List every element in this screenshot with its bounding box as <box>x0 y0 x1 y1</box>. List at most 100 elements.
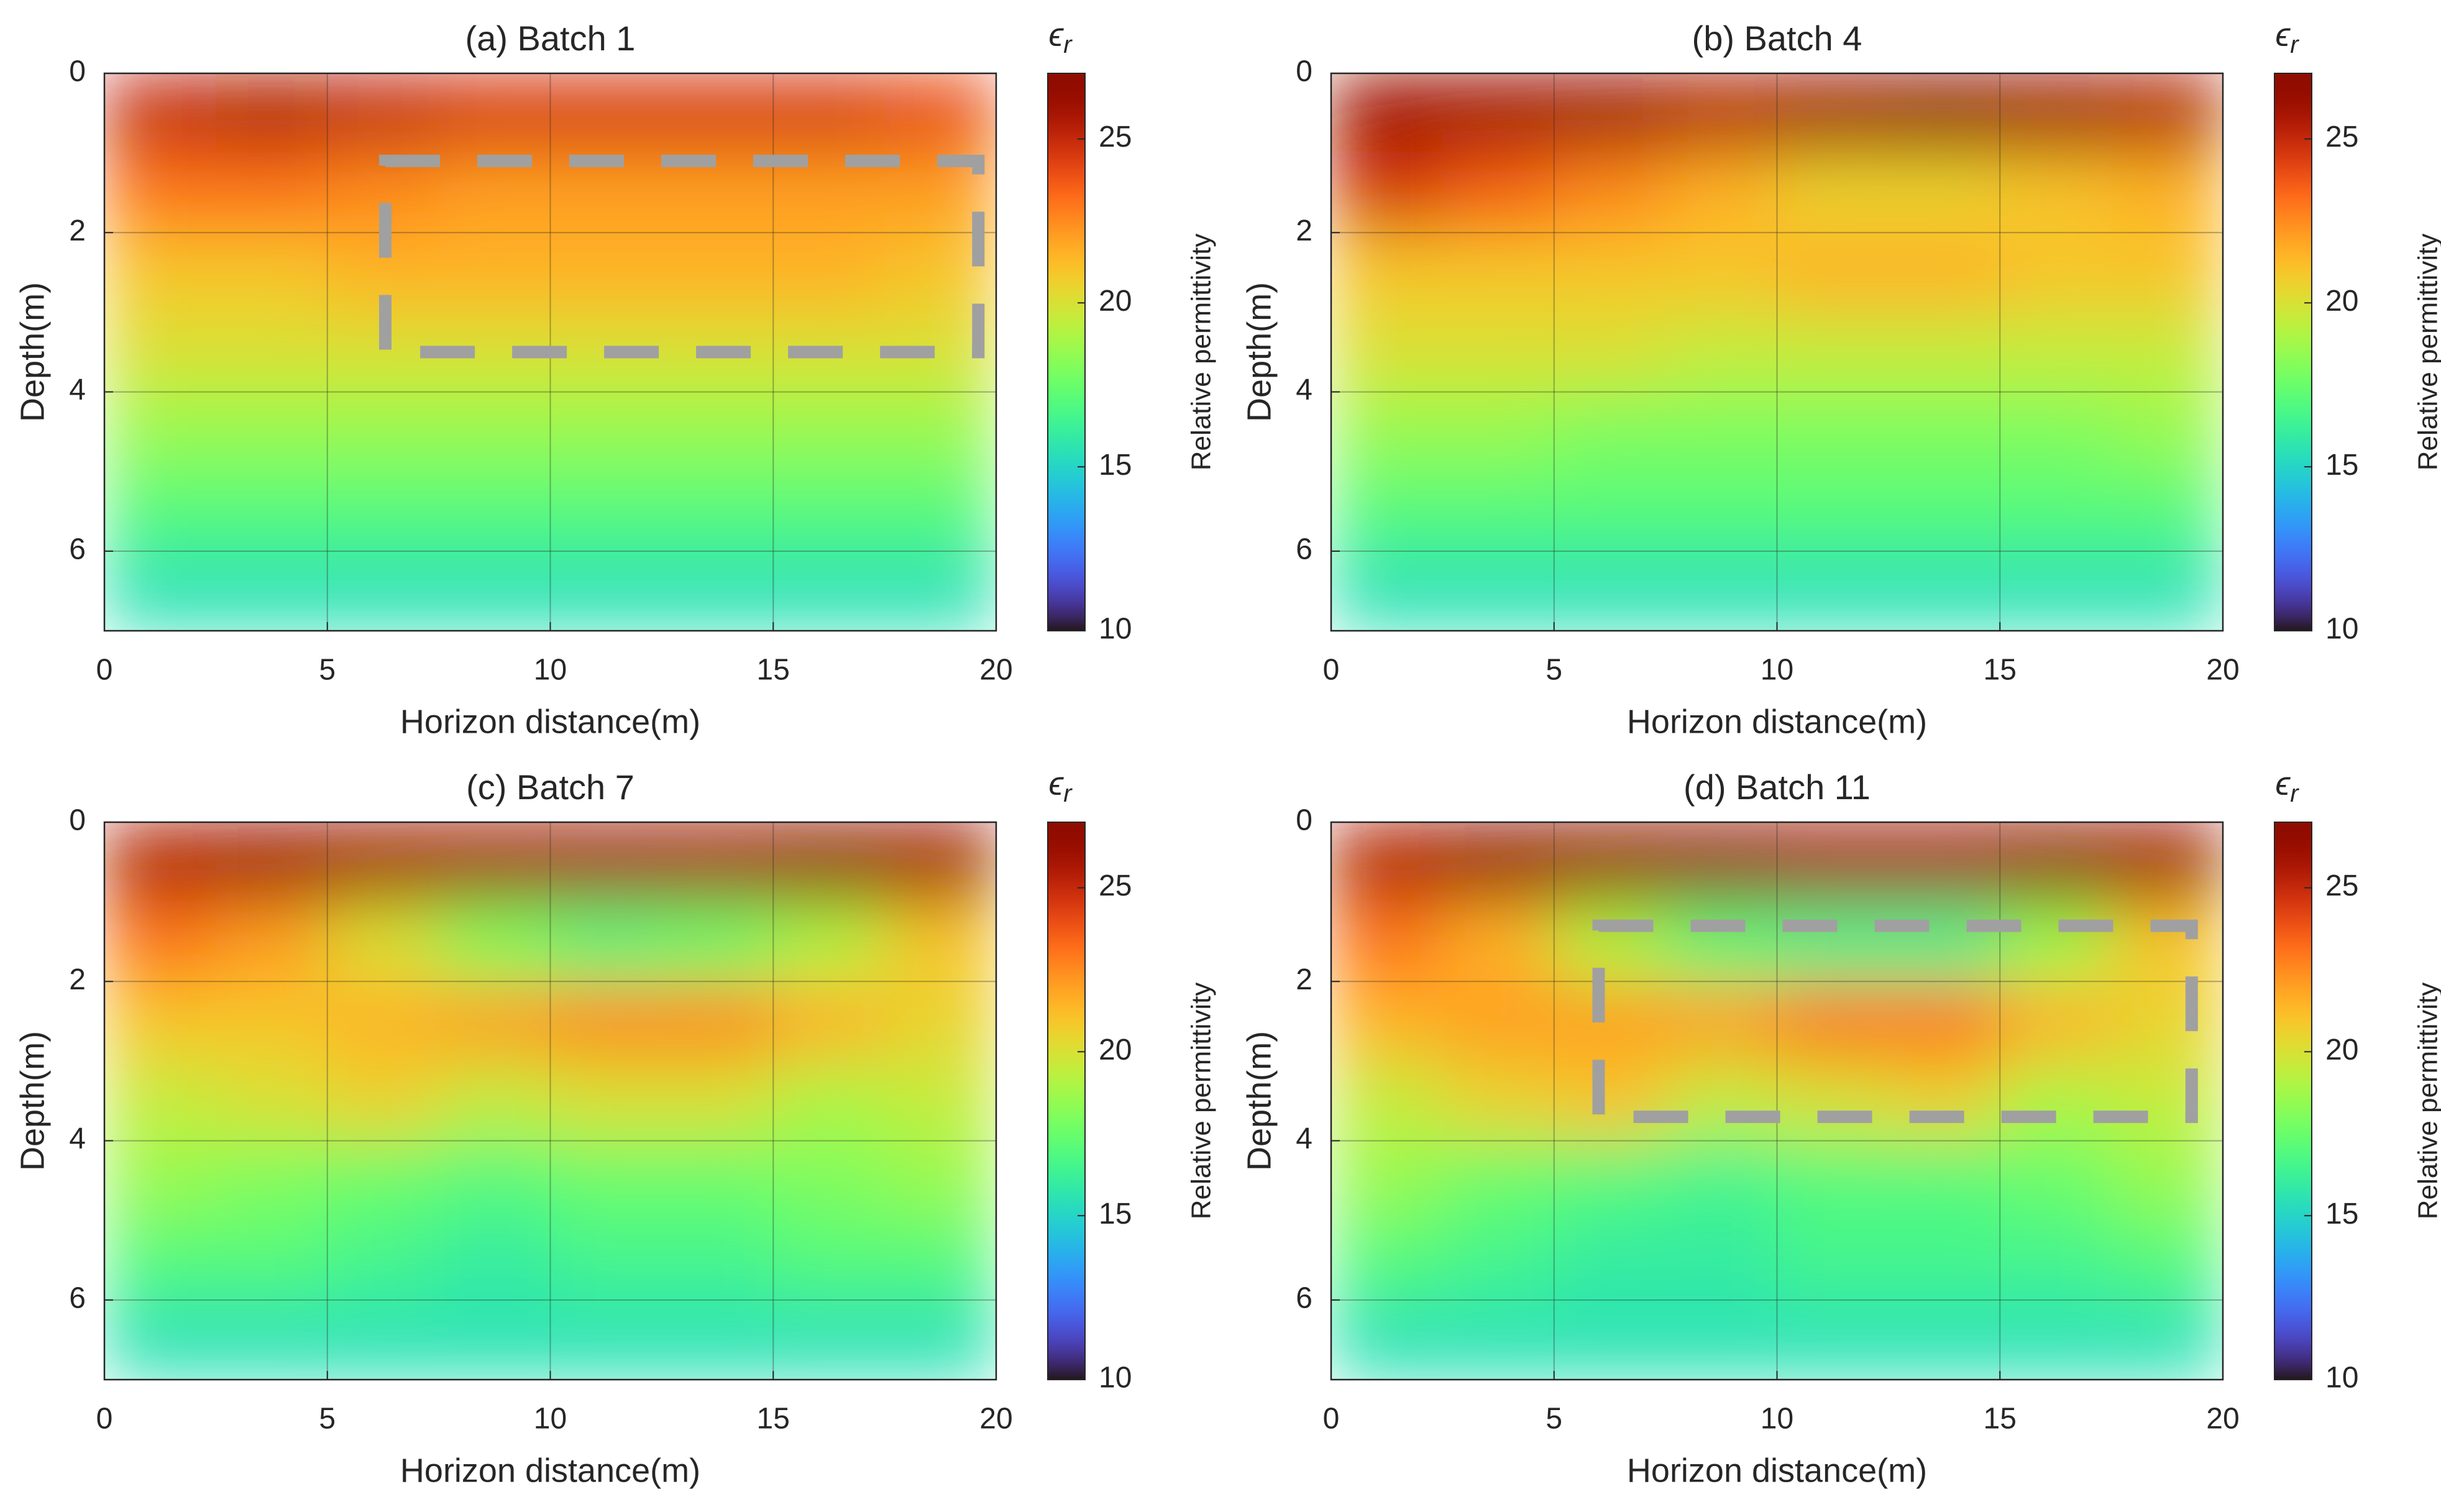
cell <box>1665 152 1777 233</box>
cell <box>1331 232 1443 313</box>
cell <box>104 232 216 313</box>
cell <box>104 981 216 1061</box>
cell <box>1331 1060 1443 1142</box>
cell <box>1331 981 1443 1061</box>
colorbar-tick-label: 20 <box>1099 1033 1132 1066</box>
cell <box>438 471 551 552</box>
symbol-sub: r <box>1063 31 1073 58</box>
x-tick-label: 10 <box>1761 1403 1793 1436</box>
cell <box>1999 73 2112 153</box>
cell <box>327 981 439 1061</box>
cell <box>2111 822 2223 902</box>
panel: 0 5 10 15 20 0 2 4 6 (b) Batch 4 Horizon distance(… <box>1240 16 2441 740</box>
cell <box>1999 471 2112 552</box>
title: (c) Batch 7 <box>466 767 634 807</box>
cell <box>215 1060 328 1142</box>
colorbar <box>2274 73 2312 631</box>
cell <box>1999 392 2112 472</box>
colorbar-tick-label: 25 <box>1099 121 1132 153</box>
cell <box>1999 311 2112 393</box>
y-tick-label: 4 <box>69 1122 86 1155</box>
cell <box>1442 1140 1555 1221</box>
y-axis-label: Depth(m) <box>1240 282 1278 422</box>
colorbar-label: Relative permittivity <box>1186 234 1217 470</box>
cell <box>1665 1140 1777 1221</box>
cell <box>550 822 662 902</box>
cell <box>104 901 216 982</box>
highlight-box <box>379 154 985 359</box>
cell <box>2111 551 2223 631</box>
cell <box>884 1060 996 1142</box>
cell <box>1554 73 1666 153</box>
cell <box>1331 551 1443 631</box>
cell <box>1999 1060 2112 1142</box>
x-tick-label: 15 <box>1984 1403 2017 1436</box>
cell <box>1999 152 2112 233</box>
cell <box>1554 981 1666 1061</box>
cell <box>1331 152 1443 233</box>
cell <box>884 1299 996 1380</box>
cell <box>1442 311 1555 393</box>
cell <box>438 1299 551 1380</box>
cell <box>1888 1220 2000 1301</box>
cell <box>104 73 216 153</box>
colorbar-tick-label: 20 <box>2325 285 2358 318</box>
cell <box>550 232 662 313</box>
cell <box>1554 551 1666 631</box>
cell <box>772 822 886 902</box>
cell <box>1331 1299 1443 1380</box>
cell <box>1665 981 1777 1061</box>
x-tick-label: 10 <box>534 1403 567 1436</box>
cell <box>104 1220 216 1301</box>
y-tick-label: 0 <box>69 55 86 88</box>
cell <box>1554 1060 1666 1142</box>
cell <box>438 1060 551 1142</box>
x-tick-label: 5 <box>319 1403 336 1436</box>
cell <box>1442 981 1555 1061</box>
cell <box>550 471 662 552</box>
symbol: ϵ <box>2275 765 2291 802</box>
x-tick-label: 0 <box>1323 654 1340 687</box>
cell <box>1888 152 2000 233</box>
y-tick-label: 0 <box>1296 55 1312 88</box>
cell <box>1665 822 1777 902</box>
cell <box>104 1140 216 1221</box>
x-axis-label: Horizon distance(m) <box>400 703 700 740</box>
x-axis-label: Horizon distance(m) <box>400 1452 700 1489</box>
cell <box>1554 152 1666 233</box>
cell <box>1331 901 1443 982</box>
cell <box>104 1299 216 1380</box>
cell <box>1888 1140 2000 1221</box>
x-axis-label: Horizon distance(m) <box>1627 1452 1927 1489</box>
cell <box>2111 981 2223 1061</box>
cell <box>215 551 328 631</box>
cell <box>1442 822 1555 902</box>
cell <box>1442 1060 1555 1142</box>
cell <box>1554 1220 1666 1301</box>
cell <box>1999 981 2112 1061</box>
colorbar-tick-label: 10 <box>2325 1362 2358 1395</box>
cell <box>661 1299 774 1380</box>
cell <box>884 471 996 552</box>
cell <box>884 1220 996 1301</box>
cell <box>1888 471 2000 552</box>
y-tick-label: 2 <box>1296 963 1312 996</box>
cell <box>1888 311 2000 393</box>
cell <box>772 551 886 631</box>
cell <box>1999 1220 2112 1301</box>
cell <box>104 551 216 631</box>
cell <box>215 311 328 393</box>
y-tick-label: 6 <box>69 533 86 566</box>
cell <box>215 1140 328 1221</box>
cell <box>661 392 774 472</box>
cell <box>327 1140 439 1221</box>
cell <box>1554 311 1666 393</box>
y-tick-label: 0 <box>1296 804 1312 837</box>
cell <box>661 981 774 1061</box>
cell <box>1888 392 2000 472</box>
cell <box>772 901 886 982</box>
cell <box>438 981 551 1061</box>
y-tick-label: 6 <box>69 1282 86 1315</box>
panel: 0 5 10 15 20 0 2 4 6 (d) Batch 11 Horizon distance… <box>1240 765 2441 1489</box>
heatmap-cells <box>104 822 996 1380</box>
